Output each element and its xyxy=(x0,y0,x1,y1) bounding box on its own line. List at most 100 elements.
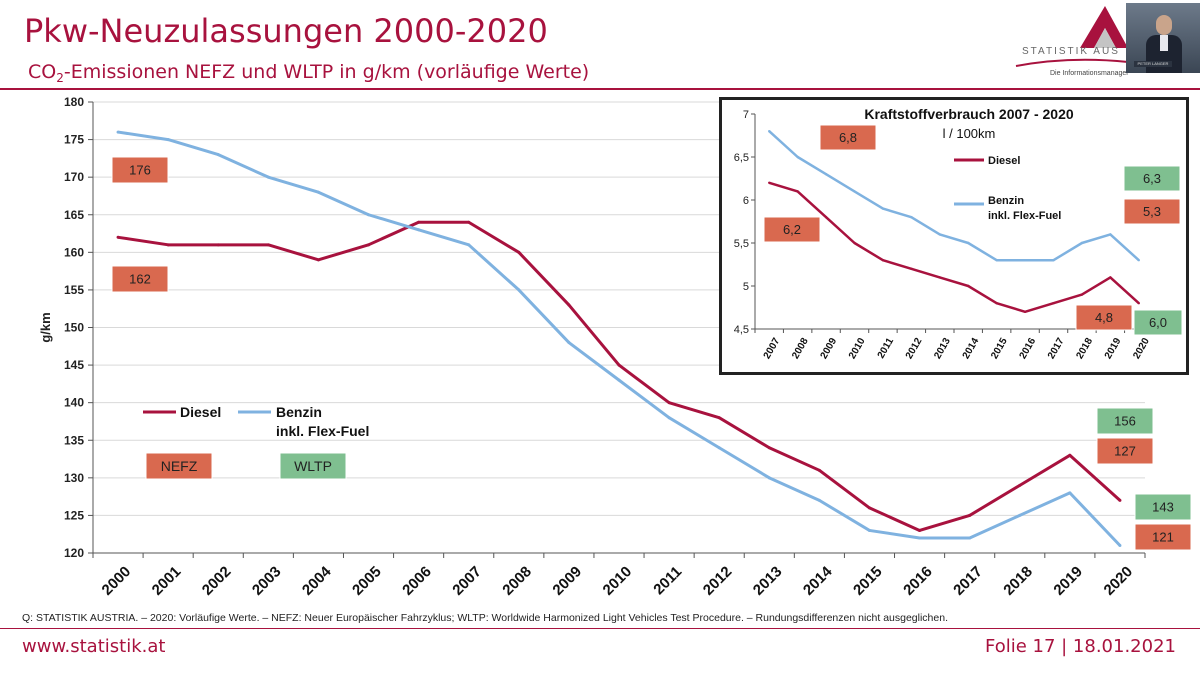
inset-point-benzin-2016 xyxy=(1023,259,1027,262)
x-tick-label-2013: 2013 xyxy=(750,563,786,599)
inset-value-diesel-2007-box xyxy=(763,216,821,243)
inset-point-benzin-2009 xyxy=(824,173,828,176)
inset-x-tick-label-2018: 2018 xyxy=(1074,336,1095,361)
value-diesel-2000-box xyxy=(111,265,169,293)
inset-point-diesel-2018 xyxy=(1080,293,1084,296)
point-diesel-2016 xyxy=(918,528,922,532)
inset-x-tick-label-2017: 2017 xyxy=(1046,336,1067,361)
inset-value-diesel-2020-nefz-box xyxy=(1075,304,1133,331)
header-rule xyxy=(0,88,1200,90)
inset-series-line-benzin xyxy=(768,130,1140,262)
point-benzin-2004 xyxy=(316,190,320,194)
x-tick-label-2014: 2014 xyxy=(800,563,836,599)
inset-point-benzin-2015 xyxy=(995,259,998,262)
footer-slide-info: Folie 17 | 18.01.2021 xyxy=(985,636,1176,657)
point-diesel-2010 xyxy=(617,363,621,367)
y-tick-label-175: 175 xyxy=(64,133,84,147)
x-tick-label-2005: 2005 xyxy=(349,563,385,599)
inset-y-tick-label-5,5: 5,5 xyxy=(734,238,749,250)
footer-rule xyxy=(0,628,1200,629)
point-diesel-2000 xyxy=(116,235,120,239)
point-benzin-2009 xyxy=(567,341,571,345)
statistik-austria-logo-icon xyxy=(1015,6,1129,67)
value-benzin-2020-nefz-box xyxy=(1134,493,1192,521)
inset-point-benzin-2013 xyxy=(938,233,941,236)
value-benzin-2020-nefz-label: 143 xyxy=(1152,500,1174,515)
inset-point-benzin-2014 xyxy=(967,241,970,245)
point-diesel-2020 xyxy=(1118,498,1122,502)
point-diesel-2018 xyxy=(1018,483,1022,487)
inset-point-diesel-2011 xyxy=(881,259,885,262)
inset-y-tick-label-5: 5 xyxy=(743,281,749,293)
inset-series-line-diesel xyxy=(768,181,1140,314)
inset-y-tick-label-7: 7 xyxy=(743,109,749,121)
inset-point-benzin-2017 xyxy=(1052,259,1055,262)
x-tick-label-2010: 2010 xyxy=(600,563,636,599)
inset-point-diesel-2009 xyxy=(824,216,828,219)
point-diesel-2014 xyxy=(817,468,821,472)
point-diesel-2003 xyxy=(266,243,270,247)
inset-x-tick-label-2019: 2019 xyxy=(1103,336,1124,361)
inset-legend-benzin-label-2: inkl. Flex-Fuel xyxy=(988,210,1061,222)
page-title: Pkw-Neuzulassungen 2000-2020 xyxy=(24,12,548,50)
subtitle-rest: -Emissionen NEFZ und WLTP in g/km (vorlä… xyxy=(63,61,590,83)
inset-point-diesel-2020 xyxy=(1137,302,1140,305)
inset-point-benzin-2018 xyxy=(1080,241,1084,245)
video-thumbnail: PETER LANGER xyxy=(1126,3,1200,73)
logo-tagline: Die Informationsmanager xyxy=(1050,70,1129,77)
point-benzin-2001 xyxy=(166,138,170,142)
inset-x-tick-label-2012: 2012 xyxy=(904,336,925,361)
inset-x-tick-label-2011: 2011 xyxy=(876,336,897,361)
inset-point-diesel-2008 xyxy=(796,190,799,193)
point-benzin-2013 xyxy=(767,476,771,480)
point-diesel-2009 xyxy=(567,303,571,307)
point-benzin-2012 xyxy=(717,446,721,450)
subtitle-co: CO xyxy=(28,61,57,83)
point-diesel-2001 xyxy=(166,243,170,247)
nefz-legend-box xyxy=(145,452,213,480)
x-tick-label-2012: 2012 xyxy=(700,563,736,599)
inset-x-tick-label-2009: 2009 xyxy=(819,336,840,361)
speaker-shirt xyxy=(1160,35,1168,51)
inset-x-tick-label-2014: 2014 xyxy=(961,336,982,361)
x-tick-label-2002: 2002 xyxy=(199,563,235,599)
point-diesel-2008 xyxy=(517,250,521,254)
inset-legend-benzin-label-1: Benzin xyxy=(988,195,1024,207)
inset-legend-diesel-label: Diesel xyxy=(988,155,1020,167)
inset-point-benzin-2008 xyxy=(796,155,799,159)
inset-x-tick-label-2020: 2020 xyxy=(1131,336,1152,361)
inset-value-diesel-2020-wltp-label: 5,3 xyxy=(1143,204,1161,219)
inset-point-diesel-2019 xyxy=(1109,276,1112,279)
inset-x-tick-label-2016: 2016 xyxy=(1018,336,1039,361)
y-tick-label-130: 130 xyxy=(64,471,84,485)
inset-value-diesel-2007-label: 6,2 xyxy=(783,222,801,237)
inset-y-tick-label-4,5: 4,5 xyxy=(734,324,749,336)
y-axis-label: g/km xyxy=(38,312,53,342)
point-benzin-2015 xyxy=(867,528,871,532)
point-benzin-2000 xyxy=(116,130,120,134)
x-tick-label-2006: 2006 xyxy=(399,563,435,599)
footer-url[interactable]: www.statistik.at xyxy=(22,636,166,657)
point-benzin-2011 xyxy=(667,416,671,420)
legend-benzin-label-1: Benzin xyxy=(276,404,322,420)
x-tick-label-2007: 2007 xyxy=(449,563,485,599)
speaker-name: PETER LANGER xyxy=(1134,61,1172,67)
inset-x-tick-label-2010: 2010 xyxy=(847,336,868,361)
page-subtitle: CO2-Emissionen NEFZ und WLTP in g/km (vo… xyxy=(28,61,589,85)
value-benzin-2020-wltp-box xyxy=(1096,407,1154,435)
y-tick-label-170: 170 xyxy=(64,170,84,184)
inset-point-benzin-2011 xyxy=(881,207,885,210)
nefz-legend-label: NEFZ xyxy=(161,458,198,474)
subtitle-subscript: 2 xyxy=(56,71,64,85)
y-tick-label-120: 120 xyxy=(64,546,84,560)
value-diesel-2020-wltp-box xyxy=(1096,437,1154,465)
wltp-legend-box xyxy=(279,452,347,480)
x-tick-label-2017: 2017 xyxy=(950,563,986,599)
value-benzin-2020-wltp-label: 156 xyxy=(1114,414,1136,429)
value-benzin-2000-box xyxy=(111,156,169,184)
point-diesel-2005 xyxy=(367,243,371,247)
inset-value-benzin-2020-wltp-label: 6,3 xyxy=(1143,171,1161,186)
inset-x-tick-label-2015: 2015 xyxy=(989,336,1010,361)
point-benzin-2018 xyxy=(1018,513,1022,517)
x-tick-label-2015: 2015 xyxy=(850,563,886,599)
